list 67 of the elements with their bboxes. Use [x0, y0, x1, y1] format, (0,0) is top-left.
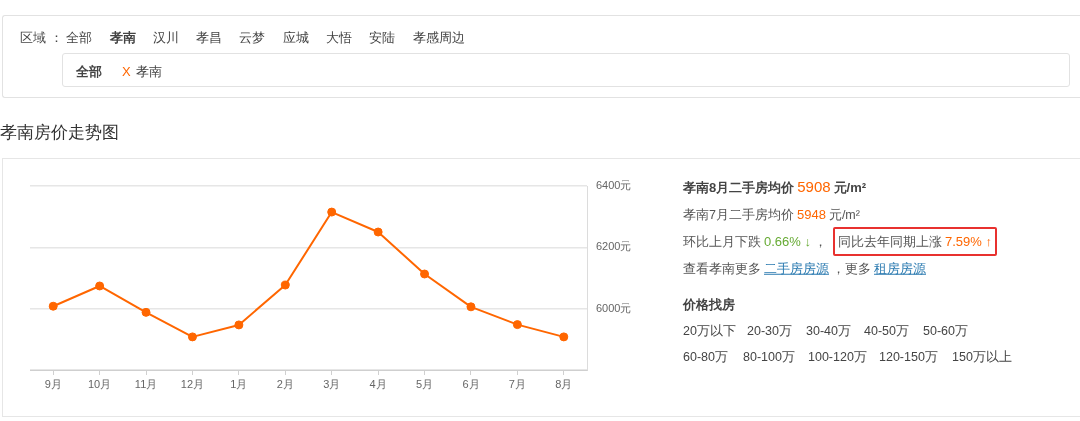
text: 孝南7月二手房均价	[683, 208, 794, 223]
point	[234, 320, 244, 330]
x-tick-label: 9月	[44, 377, 62, 390]
chart-title: 孝南房价走势图	[0, 122, 119, 142]
text: 50-60万	[923, 323, 968, 338]
text: 20万以下	[683, 323, 736, 338]
text: 元/m²	[833, 180, 867, 196]
x-tick-label: 3月	[323, 377, 341, 390]
point	[466, 302, 476, 312]
text: 云梦	[239, 29, 265, 45]
text: 20-30万	[747, 323, 792, 338]
x-tick-label: 11月	[134, 377, 158, 390]
text: 孝南8月二手房均价	[683, 180, 795, 196]
x-tick-label: 8月	[555, 377, 573, 390]
text: 孝南	[110, 29, 136, 45]
point	[48, 301, 58, 311]
point	[187, 332, 197, 342]
text: 60-80万	[683, 349, 728, 364]
text: 孝感周边	[413, 29, 465, 45]
text: 40-50万	[864, 323, 909, 338]
text: ，	[813, 235, 827, 250]
point	[559, 332, 569, 342]
text: 大悟	[326, 29, 352, 45]
text: 全部	[76, 63, 102, 79]
text: 30-40万	[806, 323, 851, 338]
point	[95, 281, 105, 291]
text: 孝南	[136, 63, 162, 79]
point	[512, 320, 522, 330]
text: 全部	[66, 29, 92, 45]
text: 应城	[283, 29, 309, 45]
x-tick-label: 7月	[508, 377, 526, 390]
text: 150万以上	[952, 349, 1012, 364]
y-tick-label: 6400元	[596, 179, 632, 192]
text: 120-150万	[879, 349, 938, 364]
point	[373, 227, 383, 237]
point	[280, 280, 290, 290]
text: 5948	[796, 207, 826, 223]
text: 区域 ：	[20, 29, 63, 45]
text: 孝昌	[196, 29, 222, 45]
x-tick-label: 5月	[415, 377, 434, 390]
text: 二手房房源	[764, 261, 829, 276]
y-tick-label: 6000元	[596, 301, 632, 314]
text: 价格找房	[683, 296, 735, 312]
text: 0.66% ↓	[764, 234, 811, 250]
x-tick-label: 2月	[276, 377, 294, 390]
text: 元/m²	[828, 208, 860, 223]
x-tick-label: 1月	[230, 377, 248, 390]
text: ，更多	[832, 261, 871, 276]
text: X	[122, 63, 131, 79]
x-tick-label: 10月	[88, 377, 112, 390]
x-tick-label: 6月	[462, 377, 480, 390]
text: 汉川	[153, 29, 179, 45]
x-tick-label: 12月	[180, 377, 205, 390]
text: 7.59% ↑	[944, 234, 992, 250]
text: 5908	[797, 178, 831, 196]
point	[327, 207, 337, 217]
text: 环比上月下跌	[683, 235, 761, 250]
text: 80-100万	[743, 349, 795, 364]
text: 100-120万	[808, 349, 867, 364]
text: 查看孝南更多	[683, 261, 761, 276]
point	[420, 269, 430, 279]
x-tick-label: 4月	[369, 377, 387, 390]
y-tick-label: 6200元	[596, 240, 632, 253]
point	[141, 307, 151, 317]
text: 同比去年同期上涨	[837, 235, 942, 250]
text: 安陆	[369, 29, 395, 45]
text: 租房房源	[874, 261, 926, 276]
